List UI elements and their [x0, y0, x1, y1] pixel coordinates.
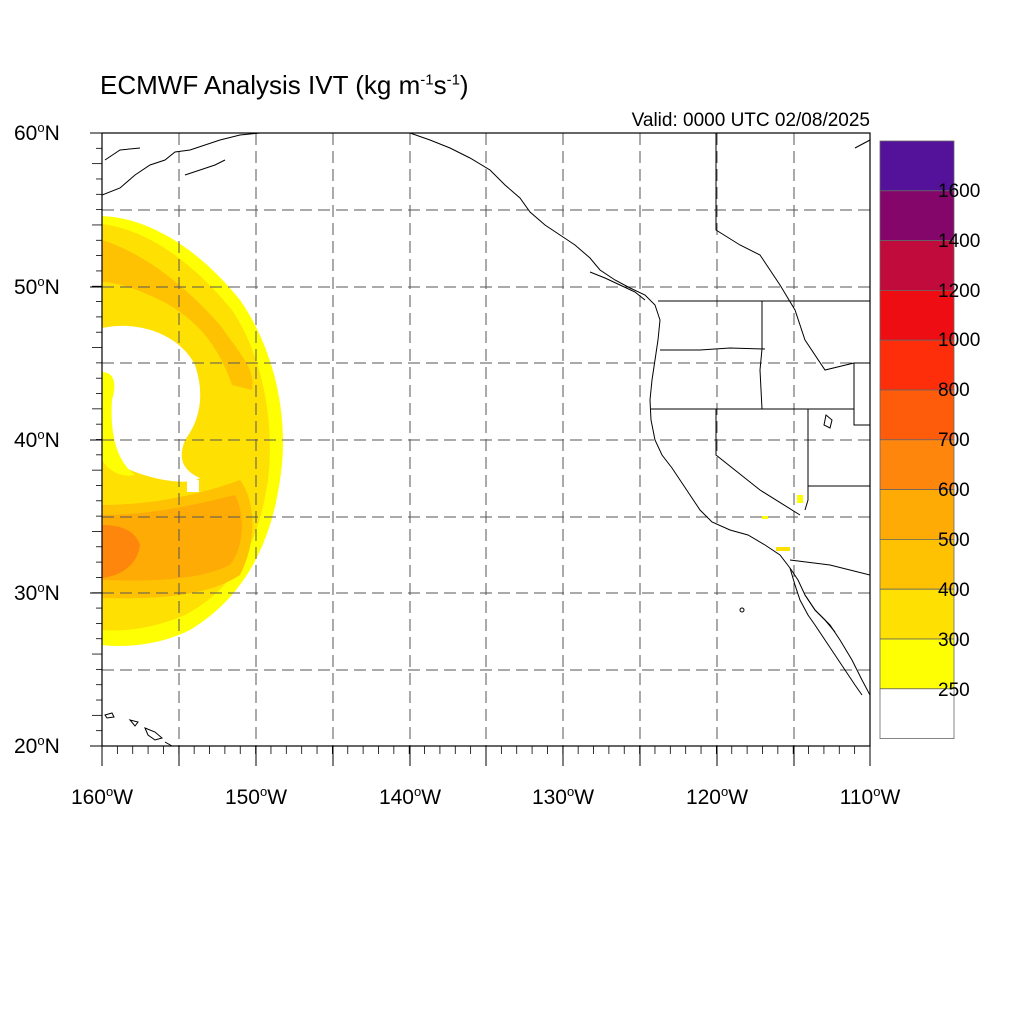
colorbar-label: 800	[938, 380, 970, 401]
ut-border	[853, 362, 870, 426]
lat-label-50: 50oN	[14, 274, 60, 299]
colorbar-label: 700	[938, 430, 970, 451]
wa-or-border	[660, 347, 766, 351]
colorbar-swatch	[879, 588, 955, 640]
valid-time: Valid: 0000 UTC 02/08/2025	[631, 110, 870, 131]
map-title: ECMWF Analysis IVT (kg m-1s-1)	[100, 70, 469, 100]
id-border	[759, 301, 763, 410]
ivt-region-500	[102, 495, 242, 581]
mexico-border	[789, 559, 870, 576]
nv-ca-border	[715, 409, 801, 516]
colorbar-swatch	[879, 539, 955, 590]
colorbar-swatch	[879, 190, 955, 242]
colorbar-label: 1600	[938, 181, 981, 202]
nv-az-border	[804, 409, 809, 511]
colorbar-label: 400	[938, 580, 970, 601]
lat-label-20: 20oN	[14, 733, 60, 758]
lat-label-60: 60oN	[14, 120, 60, 145]
colorbar-swatch	[879, 240, 955, 291]
lon-label-150: 150oW	[224, 784, 288, 809]
colorbar-swatch	[879, 339, 955, 391]
colorbar-label: 250	[938, 680, 970, 701]
alaska-peninsula	[102, 133, 261, 196]
ivt-void	[102, 325, 201, 482]
colorbar-label: 1000	[938, 330, 981, 351]
baja-coast	[789, 567, 863, 696]
ivt-region-600	[102, 525, 140, 578]
lon-label-130: 130oW	[531, 784, 595, 809]
colorbar-label: 600	[938, 480, 970, 501]
ivt-region-400	[102, 240, 253, 390]
lon-label-110: 110oW	[839, 784, 901, 809]
lon-label-120: 120oW	[685, 784, 749, 809]
colorbar-swatch	[879, 289, 955, 341]
colorbar-swatch	[879, 140, 955, 192]
colorbar-label: 500	[938, 530, 970, 551]
colorbar-swatch	[879, 489, 955, 540]
lon-label-160: 160oW	[70, 784, 134, 809]
colorbar-label: 1400	[938, 231, 981, 252]
colorbar-label: 300	[938, 630, 970, 651]
lon-label-140: 140oW	[378, 784, 442, 809]
colorbar-swatch	[879, 688, 955, 739]
colorbar-swatch	[879, 439, 955, 490]
lat-label-30: 30oN	[14, 580, 60, 605]
pacific-coastline	[409, 133, 870, 696]
ivt-void-edge	[102, 372, 135, 476]
colorbar	[879, 140, 955, 739]
colorbar-label: 1200	[938, 281, 981, 302]
lat-label-40: 40oN	[14, 427, 60, 452]
